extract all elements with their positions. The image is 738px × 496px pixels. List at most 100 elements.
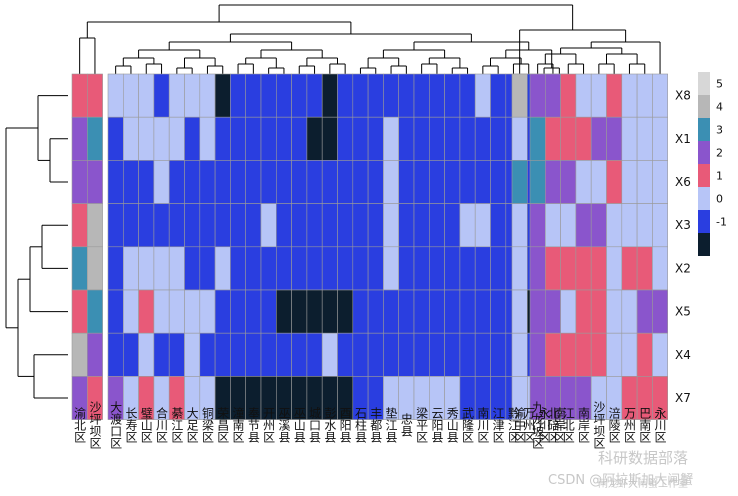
row-label: X6 [675,175,691,189]
heatmap-cell [560,116,577,161]
heatmap-cell [459,116,476,161]
heatmap-cell [367,332,384,377]
column-label: 涪陵区 [607,406,621,443]
heatmap-cell [383,73,399,118]
heatmap-cell [529,332,546,377]
heatmap-cell [621,332,638,377]
heatmap-cell [529,160,546,204]
heatmap-cell [337,116,354,161]
heatmap-cell [590,332,607,377]
heatmap-cell [184,73,201,118]
heatmap-cell [544,246,561,291]
heatmap-cell [107,203,124,248]
legend-tick-label: 1 [716,170,723,183]
heatmap-cell [230,116,246,161]
heatmap-cell [398,73,415,118]
heatmap-cell [652,376,669,420]
heatmap-cell [606,332,623,377]
heatmap-cell [260,203,277,248]
heatmap-cell [621,289,638,334]
heatmap-cell [590,289,607,334]
heatmap-cell [590,246,607,291]
heatmap-cell [306,246,323,291]
heatmap-cell [621,160,638,204]
row-label: X3 [675,218,691,232]
heatmap-cell [352,116,369,161]
column-label: 沙坪坝区 [88,401,102,449]
column-label: 铜梁区 [200,406,214,443]
heatmap-cell [321,289,338,334]
heatmap-cell [511,289,528,334]
heatmap-cell [214,289,231,334]
heatmap-cell [337,73,354,118]
column-label: 沙坪坝区 [592,401,606,449]
heatmap-cell [490,203,507,248]
column-dendrogram [79,4,661,74]
heatmap-cell [575,289,592,334]
legend-tick-label: 4 [716,101,723,114]
heatmap-cell [459,160,476,204]
heatmap-cell [398,160,415,204]
heatmap-cell [153,160,170,204]
heatmap-cell [398,203,415,248]
heatmap-cell [398,246,415,291]
heatmap-cell [260,246,277,291]
column-label: 南岸区 [577,406,591,443]
heatmap-cell [529,73,546,118]
heatmap-cell [383,116,399,161]
heatmap-cell [652,246,669,291]
heatmap-cell [71,116,88,161]
column-label: 开州区 [262,407,276,443]
column-label: 綦江区 [170,407,184,443]
heatmap-cell [123,116,139,161]
column-label: 酉阳县 [338,407,352,443]
heatmap-cell [652,73,669,118]
heatmap-cell [199,246,216,291]
heatmap-cell [590,160,607,204]
heatmap-cell [636,246,653,291]
heatmap-cell [245,203,262,248]
heatmap-cell [490,332,507,377]
legend-tick-label: 2 [716,147,723,160]
column-label: 秀山县 [445,407,459,443]
column-label: 万州区 [522,407,536,443]
row-label: X8 [675,89,691,103]
heatmap-cell [383,289,399,334]
heatmap-cell [367,246,384,291]
heatmap-cell [260,160,277,204]
heatmap-cell [413,332,430,377]
heatmap-cell [529,289,546,334]
heatmap-cell [398,332,415,377]
heatmap-cell [621,116,638,161]
heatmap-cell [291,246,308,291]
heatmap-cell [413,289,430,334]
legend-swatch [698,118,710,141]
heatmap-cell [260,289,277,334]
heatmap-cell [529,203,546,248]
heatmap-cell [199,289,216,334]
heatmap-cell [214,246,231,291]
column-label: 合川区 [155,406,169,443]
heatmap-cell [474,203,491,248]
row-label: X1 [675,132,691,146]
heatmap-cell [87,332,103,377]
heatmap-cell [275,116,292,161]
column-label: 万州区 [622,407,636,443]
heatmap-cell [560,332,577,377]
heatmap-cell [184,332,201,377]
heatmap-cell [71,73,88,118]
heatmap-cell [245,73,262,118]
heatmap-cell [275,289,292,334]
color-legend: 5 4 3 2 1 0 -1 [698,72,727,256]
heatmap-cell [590,73,607,118]
heatmap-cell [544,289,561,334]
heatmap-cell [153,246,170,291]
heatmap-cell [107,160,124,204]
heatmap-cell [529,246,546,291]
heatmap-cell [413,73,430,118]
heatmap-cell [459,203,476,248]
column-label: 云阳县 [430,407,444,443]
heatmap-cell [367,289,384,334]
heatmap-cell [529,116,546,161]
heatmap-cell [413,203,430,248]
